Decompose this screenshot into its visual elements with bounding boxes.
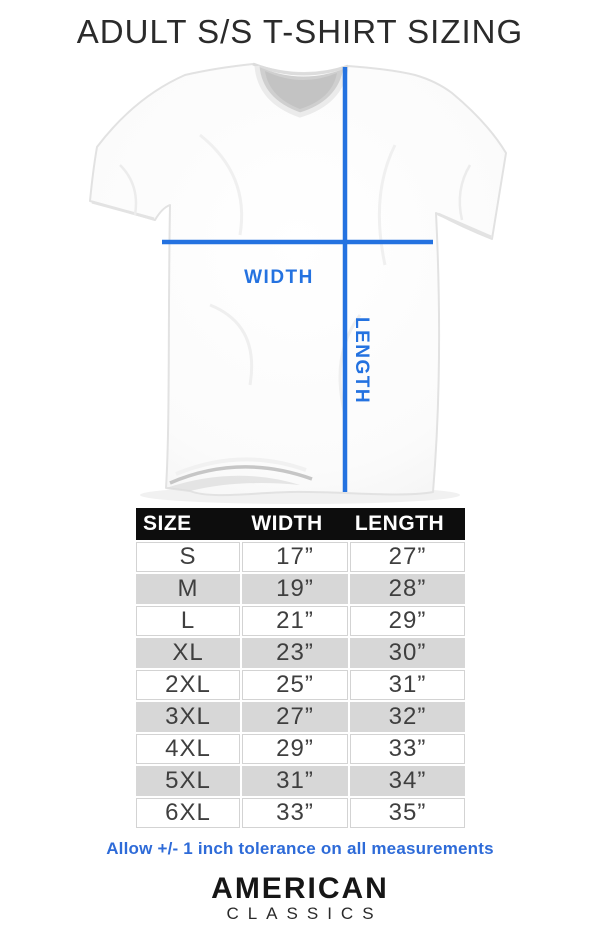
brand-name: AMERICAN xyxy=(211,872,389,905)
table-row: 6XL 33” 35” xyxy=(136,798,465,828)
length-label: LENGTH xyxy=(351,317,372,405)
brand-subname: CLASSICS xyxy=(226,904,383,923)
table-cell-size: 2XL xyxy=(136,670,240,700)
table-cell-size: 5XL xyxy=(136,766,240,796)
table-cell-length: 33” xyxy=(350,734,465,764)
table-row: 2XL 25” 31” xyxy=(136,670,465,700)
table-cell-length: 34” xyxy=(350,766,465,796)
table-cell-length: 28” xyxy=(350,574,465,604)
table-cell-width: 17” xyxy=(242,542,348,572)
column-header-width: WIDTH xyxy=(251,512,323,535)
table-cell-width: 33” xyxy=(242,798,348,828)
table-cell-size: S xyxy=(136,542,240,572)
table-header: SIZE WIDTH LENGTH xyxy=(136,508,465,540)
table-cell-size: 4XL xyxy=(136,734,240,764)
size-table: SIZE WIDTH LENGTH S 17” 27” M 19” 28” L 21” 29” X… xyxy=(136,508,465,830)
table-cell-size: L xyxy=(136,606,240,636)
table-row: 4XL 29” 33” xyxy=(136,734,465,764)
table-cell-length: 35” xyxy=(350,798,465,828)
table-cell-length: 29” xyxy=(350,606,465,636)
tshirt-diagram: WIDTH LENGTH xyxy=(0,55,600,505)
table-cell-width: 21” xyxy=(242,606,348,636)
table-row: L 21” 29” xyxy=(136,606,465,636)
column-header-length: LENGTH xyxy=(354,512,445,535)
table-cell-width: 27” xyxy=(242,702,348,732)
width-label: WIDTH xyxy=(244,267,314,288)
table-cell-width: 29” xyxy=(242,734,348,764)
column-header-size: SIZE xyxy=(143,512,192,535)
tolerance-note: Allow +/- 1 inch tolerance on all measur… xyxy=(106,839,494,858)
table-cell-width: 23” xyxy=(242,638,348,668)
table-cell-width: 19” xyxy=(242,574,348,604)
table-cell-size: XL xyxy=(136,638,240,668)
table-row: S 17” 27” xyxy=(136,542,465,572)
table-row: 5XL 31” 34” xyxy=(136,766,465,796)
table-cell-length: 30” xyxy=(350,638,465,668)
table-cell-length: 31” xyxy=(350,670,465,700)
table-cell-length: 27” xyxy=(350,542,465,572)
page-title: ADULT S/S T-SHIRT SIZING xyxy=(76,13,524,50)
table-cell-size: M xyxy=(136,574,240,604)
table-row: 3XL 27” 32” xyxy=(136,702,465,732)
size-table-body: S 17” 27” M 19” 28” L 21” 29” XL 23” 30” 2XL 25” 31” 3X… xyxy=(136,542,465,828)
table-cell-size: 6XL xyxy=(136,798,240,828)
tshirt-graphic xyxy=(89,62,507,504)
table-cell-size: 3XL xyxy=(136,702,240,732)
brand-logo: AMERICAN CLASSICS xyxy=(0,874,600,923)
table-cell-length: 32” xyxy=(350,702,465,732)
table-row: M 19” 28” xyxy=(136,574,465,604)
table-cell-width: 25” xyxy=(242,670,348,700)
table-cell-width: 31” xyxy=(242,766,348,796)
table-row: XL 23” 30” xyxy=(136,638,465,668)
